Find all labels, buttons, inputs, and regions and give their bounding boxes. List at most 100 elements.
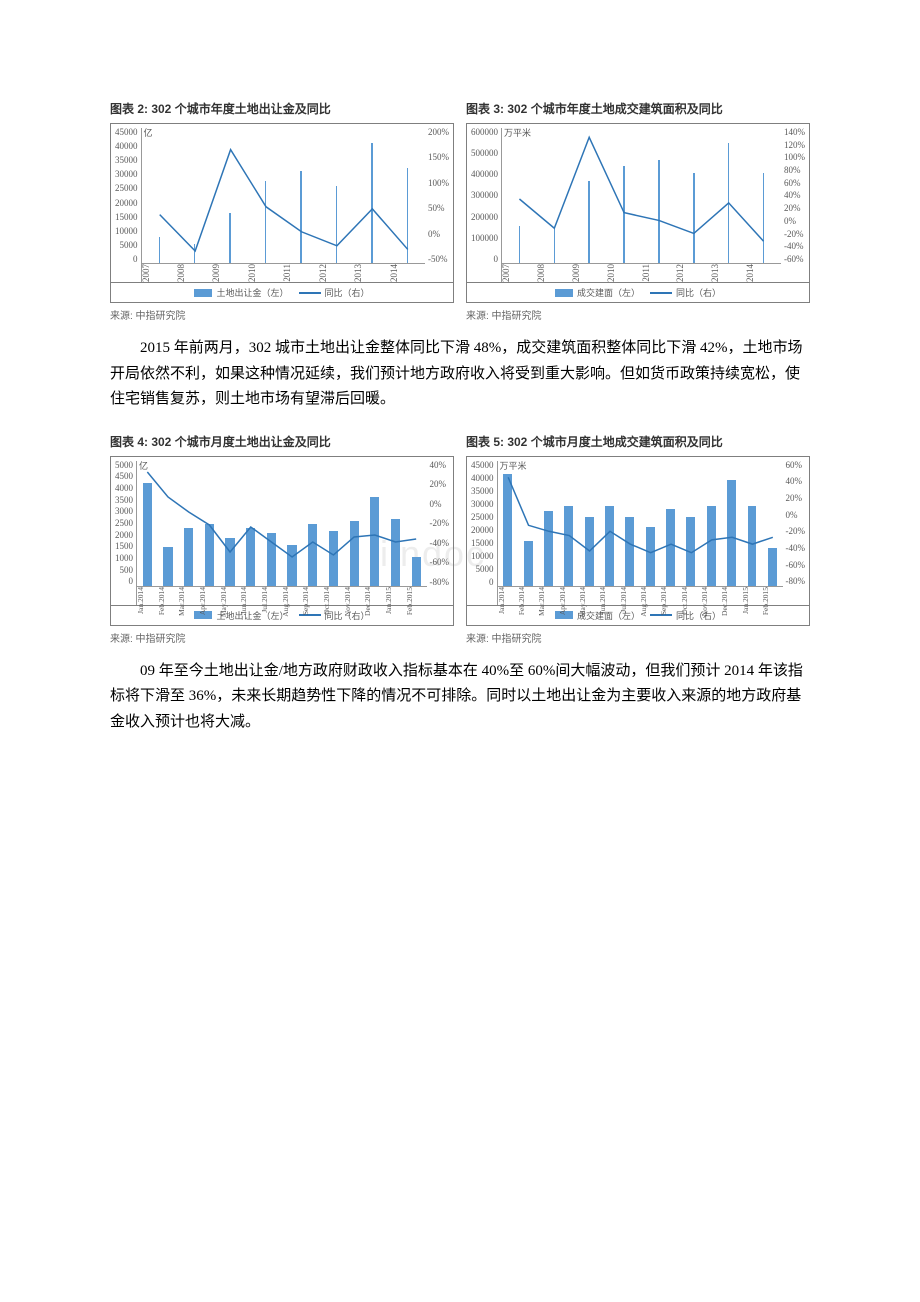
bar [300, 171, 301, 263]
bar [194, 244, 195, 263]
chart-4-unit: 亿 [139, 459, 148, 472]
bar-swatch [555, 289, 573, 297]
chart-5-plot: 万平米 Jan.2014Feb.2014Mar.2014Apr.2014May.… [497, 461, 783, 605]
bar [308, 524, 317, 586]
chart-4-yaxis-left: 5000450040003500300025002000150010005000 [115, 461, 136, 605]
bar [412, 557, 421, 586]
line-swatch [299, 292, 321, 294]
bar [763, 173, 764, 263]
bar [727, 480, 736, 586]
bar [524, 541, 533, 586]
chart-3-yaxis-left: 6000005000004000003000002000001000000 [471, 128, 501, 282]
bar [707, 506, 716, 585]
chart-row-1: 图表 2: 302 个城市年度土地出让金及同比 4500040000350003… [110, 100, 810, 322]
chart-5-title: 图表 5: 302 个城市月度土地成交建筑面积及同比 [466, 433, 810, 450]
bar [693, 173, 694, 263]
bar [159, 237, 160, 263]
chart-4-bars [137, 467, 427, 587]
chart-3-area: 6000005000004000003000002000001000000 万平… [466, 123, 810, 283]
chart-2-plot: 亿 20072008200920102011201220132014 [141, 128, 426, 282]
legend-line-item: 同比（右） [299, 286, 370, 299]
bar [267, 533, 276, 585]
chart-4: 图表 4: 302 个城市月度土地出让金及同比 5000450040003500… [110, 433, 454, 645]
bar [265, 181, 266, 263]
bar [585, 517, 594, 586]
bar [658, 160, 659, 263]
chart-2-title: 图表 2: 302 个城市年度土地出让金及同比 [110, 100, 454, 117]
bar [768, 548, 777, 585]
chart-4-area: 5000450040003500300025002000150010005000… [110, 456, 454, 606]
bar [564, 506, 573, 585]
bar [407, 168, 408, 263]
bar [519, 226, 520, 263]
bar [329, 531, 338, 586]
chart-5-bars [498, 467, 783, 587]
bar [646, 527, 655, 585]
chart-3-title: 图表 3: 302 个城市年度土地成交建筑面积及同比 [466, 100, 810, 117]
document-page: 图表 2: 302 个城市年度土地出让金及同比 4500040000350003… [0, 0, 920, 835]
chart-3-legend: 成交建面（左） 同比（右） [466, 283, 810, 303]
bar [728, 143, 729, 263]
bar [554, 229, 555, 263]
legend-line-label: 同比（右） [676, 286, 721, 299]
chart-2-area: 4500040000350003000025000200001500010000… [110, 123, 454, 283]
bar [625, 517, 634, 586]
chart-5-xlabels: Jan.2014Feb.2014Mar.2014Apr.2014May.2014… [498, 587, 783, 605]
legend-bar-item: 成交建面（左） [555, 286, 640, 299]
bar-swatch [194, 289, 212, 297]
bar [225, 538, 234, 586]
chart-3-plot: 万平米 20072008200920102011201220132014 [501, 128, 781, 282]
bar [246, 528, 255, 585]
bar [287, 545, 296, 585]
chart-5-unit: 万平米 [500, 459, 527, 472]
legend-line-item: 同比（右） [650, 286, 721, 299]
bar [503, 474, 512, 585]
legend-bar-label: 土地出让金（左） [216, 286, 288, 299]
chart-5-yaxis-right: 60%40%20%0%-20%-40%-60%-80% [783, 461, 806, 605]
chart-2-yaxis-left: 4500040000350003000025000200001500010000… [115, 128, 141, 282]
chart-4-yaxis-right: 40%20%0%-20%-40%-60%-80% [427, 461, 450, 605]
chart-3: 图表 3: 302 个城市年度土地成交建筑面积及同比 6000005000004… [466, 100, 810, 322]
bar [205, 524, 214, 586]
chart-5-area: 4500040000350003000025000200001500010000… [466, 456, 810, 606]
bar [143, 483, 152, 585]
bar [686, 517, 695, 586]
bar [229, 213, 230, 263]
bar [544, 511, 553, 585]
chart-3-unit: 万平米 [504, 126, 531, 139]
chart-2-source: 来源: 中指研究院 [110, 307, 454, 322]
chart-5-source: 来源: 中指研究院 [466, 630, 810, 645]
bar [391, 519, 400, 586]
chart-2-legend: 土地出让金（左） 同比（右） [110, 283, 454, 303]
chart-4-plot: 亿 Jan.2014Feb.2014Mar.2014Apr.2014May.20… [136, 461, 427, 605]
legend-bar-item: 土地出让金（左） [194, 286, 288, 299]
chart-row-2: iindoc 图表 4: 302 个城市月度土地出让金及同比 500045004… [110, 433, 810, 645]
chart-2-unit: 亿 [144, 126, 153, 139]
chart-4-title: 图表 4: 302 个城市月度土地出让金及同比 [110, 433, 454, 450]
bar [371, 143, 372, 263]
chart-2-xlabels: 20072008200920102011201220132014 [142, 264, 426, 282]
legend-bar-label: 成交建面（左） [577, 286, 640, 299]
bar [623, 166, 624, 263]
chart-3-xlabels: 20072008200920102011201220132014 [502, 264, 781, 282]
chart-2-bars [142, 134, 426, 264]
chart-4-xlabels: Jan.2014Feb.2014Mar.2014Apr.2014May.2014… [137, 587, 427, 605]
line-swatch [650, 292, 672, 294]
bar [666, 509, 675, 586]
chart-3-yaxis-right: 140%120%100%80%60%40%20%0%-20%-40%-60% [781, 128, 805, 282]
bar [336, 186, 337, 263]
bar [588, 181, 589, 263]
paragraph-1: 2015 年前两月，302 城市土地出让金整体同比下滑 48%，成交建筑面积整体… [110, 336, 810, 413]
chart-3-source: 来源: 中指研究院 [466, 307, 810, 322]
bar [350, 521, 359, 585]
bar [605, 506, 614, 585]
chart-3-bars [502, 134, 781, 264]
paragraph-2: 09 年至今土地出让金/地方政府财政收入指标基本在 40%至 60%间大幅波动，… [110, 659, 810, 736]
chart-2: 图表 2: 302 个城市年度土地出让金及同比 4500040000350003… [110, 100, 454, 322]
chart-2-yaxis-right: 200%150%100%50%0%-50% [425, 128, 449, 282]
legend-line-label: 同比（右） [325, 286, 370, 299]
bar [748, 506, 757, 585]
bar [163, 547, 172, 585]
bar [184, 528, 193, 585]
chart-5: 图表 5: 302 个城市月度土地成交建筑面积及同比 4500040000350… [466, 433, 810, 645]
